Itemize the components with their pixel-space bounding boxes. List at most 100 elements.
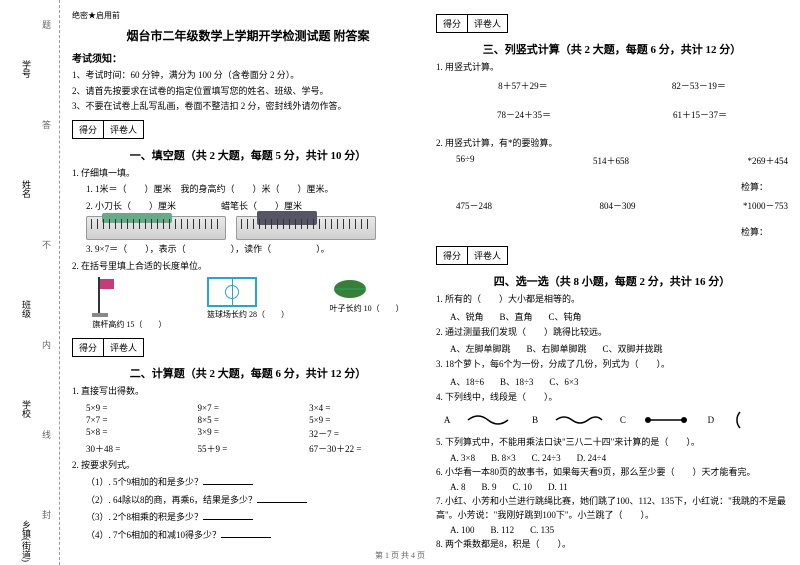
opt: D. 24÷4 [577,453,606,463]
line-c-label: C [620,415,626,425]
choice-q3-opts: A、18÷6 B、18÷3 C、6×3 [436,375,788,388]
opt: A. 8 [450,482,466,492]
lines-row: A B C D [436,408,788,432]
score-box-4: 得分 评卷人 [436,246,508,265]
choice-q2: 2. 通过测量我们发现（ ）跳得比较远。 [436,326,788,340]
q1-c: 3. 9×7＝（ ），表示（ ），读作（ ）。 [72,243,424,257]
notice-3: 3、不要在试卷上乱写乱画，卷面不整洁扣 2 分，密封线外请勿作答。 [72,100,424,113]
seal-feng: 封 [40,510,53,519]
calc2-stem: 2. 按要求列式。 [72,459,424,473]
leaf-label: 叶子长约 10（ ） [330,303,404,314]
calc-item: 7×7 = [86,415,198,425]
vert-item: 514＋658 [593,154,629,167]
vert2-stem: 2. 用竖式计算，有*的要验算。 [436,137,788,151]
ruler-row [72,216,424,240]
grader-label-3: 评卷人 [468,15,507,32]
calc-item: 3×4 = [309,403,421,413]
choice-q7-opts: A. 100 B. 112 C. 135 [436,525,788,535]
calc2-2: （2）. 64除以8的商，再乘6，结果是多少？ [72,493,424,508]
left-column: 绝密★启用前 烟台市二年级数学上学期开学检测试题 附答案 考试须知： 1、考试时… [66,10,430,561]
vert1-row2: 78－24＋35＝ 61＋15－37＝ [436,108,788,121]
line-a-icon [466,410,516,430]
opt: A、18÷6 [450,375,484,388]
calc2-1-text: （1）. 5个9相加的和是多少？ [86,477,203,487]
choice-q1: 1. 所有的（ ）大小都是相等的。 [436,293,788,307]
calc2-2-text: （2）. 64除以8的商，再乘6，结果是多少？ [86,495,257,505]
line-c-icon [642,410,692,430]
calc-item: 8×5 = [198,415,310,425]
score-box-3: 得分 评卷人 [436,14,508,33]
seal-da: 答 [40,120,53,129]
seal-xian: 线 [40,430,53,439]
eraser-icon [257,211,317,225]
content-area: 绝密★启用前 烟台市二年级数学上学期开学检测试题 附答案 考试须知： 1、考试时… [60,0,800,565]
court-label: 篮球场长约 28（ ） [207,309,289,320]
grader-label: 评卷人 [104,121,143,138]
opt: B、右脚单脚跳 [527,342,587,355]
section-1-title: 一、填空题（共 2 大题，每题 5 分，共计 10 分） [72,147,424,163]
vert2-row2: 475－248 804－309 *1000－753 [436,199,788,212]
binding-school: 学校 [20,400,33,418]
right-column: 得分 评卷人 三、列竖式计算（共 2 大题，每题 6 分，共计 12 分） 1.… [430,10,794,561]
leaf-icon [330,277,370,301]
seal-bu: 不 [40,240,53,249]
vert-item: *1000－753 [743,199,788,212]
choice-q6-opts: A. 8 B. 9 C. 10 D. 11 [436,482,788,492]
q1-stem: 1. 仔细填一填。 [72,167,424,181]
binding-name: 姓名 [20,180,33,198]
opt: C. 135 [530,525,554,535]
opt: B. 8×3 [491,453,516,463]
calc2-3-text: （3）. 2个8相乘的积是多少？ [86,512,203,522]
score-label-2: 得分 [73,339,104,356]
choice-q2-opts: A、左脚单脚跳 B、右脚单脚跳 C、双脚并拢跳 [436,342,788,355]
vert1-row1: 8＋57＋29＝ 82－53－19＝ [436,79,788,92]
opt: A、锐角 [450,310,484,323]
choice-q7: 7. 小红、小芳和小兰进行跳绳比赛，她们跳了100、112、135下，小红说："… [436,495,788,522]
vert-item: 82－53－19＝ [672,79,726,92]
calc2-4-text: （4）. 7个6相加的和减10得多少？ [86,530,221,540]
leaf-block: 叶子长约 10（ ） [330,277,404,330]
calc2-4: （4）. 7个6相加的和减10得多少？ [72,528,424,543]
choice-q5: 5. 下列算式中，不能用乘法口诀"三八二十四"来计算的是（ ）。 [436,436,788,450]
opt: C、钝角 [549,310,582,323]
calc-item: 5×9 = [86,403,198,413]
court-block: 篮球场长约 28（ ） [207,277,289,330]
grader-label-2: 评卷人 [104,339,143,356]
confidential-mark: 绝密★启用前 [72,10,424,21]
choice-q6: 6. 小华看一本80页的故事书，如果每天看9页，那么至少要（ ）天才能看完。 [436,466,788,480]
seal-ti: 题 [40,20,53,29]
calc-item: 30＋48 = [86,442,198,455]
notice-heading: 考试须知： [72,50,424,65]
calc-item: 67－30＋22 = [309,442,421,455]
vert-item: 61＋15－37＝ [673,108,727,121]
q1-a: 1. 1米＝（ ）厘米 我的身高约（ ）米（ ）厘米。 [72,183,424,197]
check2: 检算： [436,226,788,240]
vert-item: 78－24＋35＝ [497,108,551,121]
opt: C、6×3 [549,375,578,388]
exam-title: 烟台市二年级数学上学期开学检测试题 附答案 [72,27,424,44]
line-d-label: D [708,415,715,425]
vert-item: 8＋57＋29＝ [498,79,548,92]
opt: C、双脚并拢跳 [603,342,663,355]
flag-block: 旗杆高约 15（ ） [92,277,166,330]
calc1-stem: 1. 直接写出得数。 [72,385,424,399]
vert-item: *269＋454 [747,154,788,167]
choice-q4: 4. 下列线中，线段是（ ）。 [436,391,788,405]
opt: C. 10 [513,482,533,492]
score-box-1: 得分 评卷人 [72,120,144,139]
choice-q5-opts: A. 3×8 B. 8×3 C. 24÷3 D. 24÷4 [436,453,788,463]
score-label-4: 得分 [437,247,468,264]
binding-margin: 乡镇(街道) 封 学校 线 班级 内 姓名 不 学号 答 题 [0,0,60,565]
choice-q3: 3. 18个萝卜，每6个为一份，分成了几份，列式为（ ）。 [436,358,788,372]
calc-item: 5×8 = [86,427,198,440]
flag-label: 旗杆高约 15（ ） [92,319,166,330]
choice-q1-opts: A、锐角 B、直角 C、钝角 [436,310,788,323]
page-wrapper: 乡镇(街道) 封 学校 线 班级 内 姓名 不 学号 答 题 绝密★启用前 烟台… [0,0,800,565]
section-4-title: 四、选一选（共 8 小题，每题 2 分，共计 16 分） [436,273,788,289]
vert1-stem: 1. 用竖式计算。 [436,61,788,75]
vert-item: 475－248 [456,199,492,212]
calc2-1: （1）. 5个9相加的和是多少？ [72,475,424,490]
vert-item: 804－309 [599,199,635,212]
line-b-label: B [532,415,538,425]
q2-stem: 2. 在括号里填上合适的长度单位。 [72,260,424,274]
